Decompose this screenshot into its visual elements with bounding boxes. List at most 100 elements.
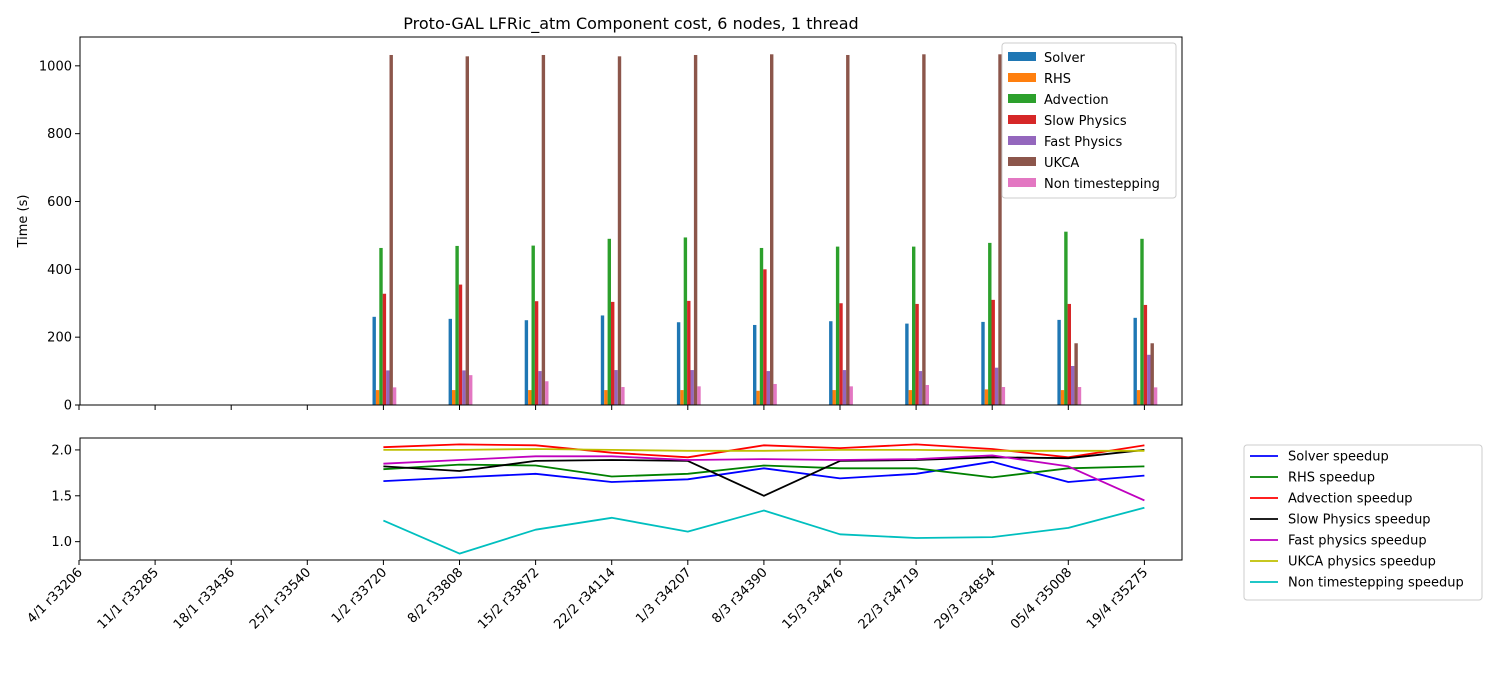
legend-label-solver: Solver [1044,51,1086,66]
bar-slow-physics-4 [382,293,387,405]
legend-swatch-solver [1008,52,1036,61]
y-tick-label-top: 1000 [39,59,72,74]
y-tick-label-top: 0 [64,399,72,414]
x-tick-label: 25/1 r33540 [247,565,314,632]
x-tick-label: 19/4 r35275 [1084,565,1151,632]
bar-fast-physics-6 [538,371,542,405]
bar-fast-physics-11 [918,371,923,405]
bar-ukca-11 [922,54,926,406]
line-chart-speedup: 1.0 1.5 2.0 4/1 r33206 11/1 r33285 18/1 r3343… [24,437,1483,632]
bar-slow-physics-7 [611,301,615,405]
bar-advection-4 [379,247,383,405]
legend-label-slow-physics-speedup: Slow Physics speedup [1288,513,1431,528]
bar-ukca-5 [465,56,469,405]
chart-title: Proto-GAL LFRic_atm Component cost, 6 no… [403,14,858,34]
bar-solver-10 [829,321,833,405]
legend-swatch-non-timestepping [1008,178,1036,187]
legend-label-slow-physics: Slow Physics [1044,114,1127,129]
bar-ukca-12 [998,54,1002,406]
bar-fast-physics-10 [842,370,847,405]
legend-label-advection: Advection [1044,93,1109,108]
bar-ukca-8 [693,54,698,405]
legend-label-fast-physics: Fast Physics [1044,135,1123,150]
bar-non-timestepping-5 [469,375,473,405]
bar-rhs-5 [452,390,456,405]
bar-solver-14 [1133,317,1137,405]
line-non-timestepping-speedup [383,506,1145,555]
legend-bottom: Solver speedup RHS speedup Advection speed… [1243,444,1483,601]
y-axis-label: Time (s) [16,195,31,249]
bar-non-timestepping-4 [392,387,397,405]
bar-advection-12 [988,242,992,405]
bar-non-timestepping-9 [773,383,777,405]
x-tick-label: 8/2 r33808 [405,565,466,626]
y-tick-label-bottom: 1.5 [51,489,72,504]
bar-solver-11 [905,323,909,405]
line-advection-speedup [383,443,1145,459]
bar-rhs-8 [680,390,684,405]
x-tick-label: 22/2 r34114 [551,565,618,632]
bar-solver-4 [372,316,376,405]
bar-chart-component-cost: 0 200 400 600 800 1000 Time (s) Solver RHS Advect… [16,36,1183,414]
bar-fast-physics-12 [994,367,999,405]
plot-frame-bottom [79,437,1183,561]
legend-top: Solver RHS Advection Slow Physics Fast Physi… [1001,42,1177,199]
bar-fast-physics-13 [1071,366,1075,405]
bar-solver-7 [600,315,605,405]
legend-top-box [1001,42,1177,199]
bar-ukca-9 [770,54,774,406]
bar-non-timestepping-8 [697,386,701,405]
bar-advection-14 [1140,238,1144,405]
bar-slow-physics-5 [458,284,463,405]
bar-rhs-13 [1060,390,1065,405]
bar-rhs-10 [832,390,836,405]
plot-area-bottom [80,438,1182,560]
line-ukca-physics-speedup [383,448,1145,452]
legend-label-non-timestepping-speedup: Non timestepping speedup [1288,576,1464,591]
bar-ukca-14 [1150,343,1154,405]
bar-ukca-10 [846,54,850,405]
bar-rhs-7 [604,390,608,405]
bar-advection-5 [455,245,459,405]
bar-fast-physics-8 [690,370,694,405]
bar-ukca-7 [617,56,622,405]
bar-slow-physics-12 [991,299,995,405]
bar-non-timestepping-7 [621,387,625,405]
legend-swatch-ukca [1008,157,1036,166]
line-solver-speedup [383,460,1145,483]
bar-rhs-14 [1136,390,1141,405]
bar-rhs-6 [528,390,532,405]
x-tick-label: 15/2 r33872 [475,565,542,632]
bar-fast-physics-7 [614,370,618,405]
x-tick-label: 11/1 r33285 [95,565,162,632]
bar-non-timestepping-10 [849,386,853,405]
legend-label-rhs: RHS [1044,72,1071,87]
bar-slow-physics-6 [534,301,539,405]
legend-swatch-advection [1008,94,1036,103]
legend-label-ukca-physics-speedup: UKCA physics speedup [1288,555,1436,570]
legend-bottom-box [1243,444,1483,601]
bar-fast-physics-14 [1147,354,1151,405]
bar-rhs-11 [908,390,912,405]
bar-slow-physics-9 [763,269,767,405]
bar-solver-12 [981,321,985,405]
x-tick-label: 05/4 r35008 [1008,565,1075,632]
bar-rhs-4 [375,390,380,405]
bar-slow-physics-13 [1067,303,1071,405]
x-tick-label: 15/3 r34476 [780,565,847,632]
line-slow-physics-speedup [383,449,1145,497]
bar-slow-physics-10 [839,303,843,405]
x-tick-label: 22/3 r34719 [856,565,923,632]
bar-rhs-12 [984,389,989,405]
x-tick-label: 4/1 r33206 [24,565,85,626]
legend-label-advection-speedup: Advection speedup [1288,492,1413,507]
bar-advection-9 [759,247,764,405]
bar-solver-9 [753,324,757,405]
x-tick-label: 1/2 r33720 [329,565,390,626]
bar-advection-8 [683,237,688,405]
y-tick-label-bottom: 2.0 [51,443,72,458]
bar-ukca-4 [389,54,393,405]
bar-slow-physics-14 [1143,304,1148,405]
y-tick-label-top: 600 [47,195,72,210]
